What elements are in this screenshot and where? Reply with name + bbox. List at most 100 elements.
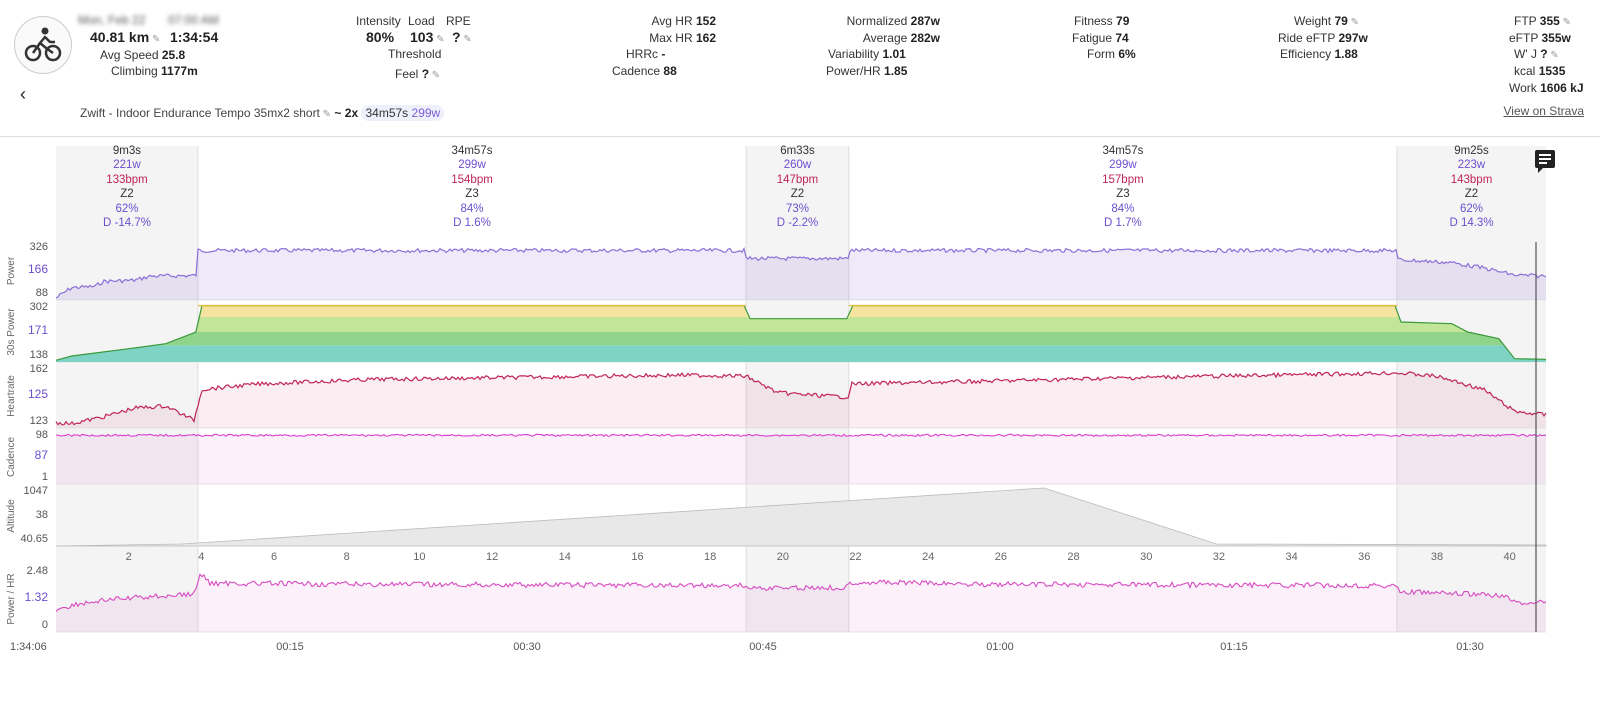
km-tick: 10 [413,551,425,563]
km-tick: 24 [922,551,934,563]
ftp-value[interactable]: FTP 355 ✎ [1514,14,1571,28]
km-tick: 6 [271,551,277,563]
interval-dur: 6m33s [780,145,815,157]
cycling-icon [14,16,72,74]
intensity-label: Intensity [356,14,401,28]
panel-label: Heartrate [6,375,17,417]
km-tick: 38 [1431,551,1443,563]
interval-d: D 1.7% [1104,217,1142,230]
back-button[interactable]: ‹ [20,84,26,104]
activity-chart[interactable]: Power 326 166 88 30s Power 302 171 138 Heartrate… [0,138,1600,701]
km-tick: 36 [1358,551,1370,563]
interval-pct: 84% [1111,202,1135,215]
panel-tick: 326 [30,241,48,253]
interval-column-bg [56,146,198,632]
hrrc: HRRc - [626,47,666,61]
time-tick: 01:15 [1220,641,1248,653]
average-power: Average 282w [862,31,940,45]
panel-tick: 1047 [24,485,48,497]
panel-label: Power / HR [6,573,17,624]
km-tick: 14 [559,551,571,563]
panel-label: Altitude [6,499,17,533]
avg-hr: Avg HR 152 [651,14,716,28]
km-tick: 26 [995,551,1007,563]
km-tick: 20 [777,551,789,563]
panel-tick: 98 [36,429,48,441]
interval-d: D 14.3% [1449,217,1494,230]
time-tick: 1:34:06 [10,641,47,653]
view-on-strava-link[interactable]: View on Strava [1503,104,1585,118]
interval-pct: 62% [115,202,139,215]
panel-tick: 171 [28,323,48,337]
interval-column-bg [197,146,747,632]
panel-tick: 138 [30,349,48,361]
series-area [56,371,1546,428]
interval-d: D -14.7% [103,217,151,230]
eftp: eFTP 355w [1509,31,1571,45]
rpe-value[interactable]: ? ✎ [452,29,472,45]
workout-name: Zwift - Indoor Endurance Tempo 35mx2 sho… [80,106,320,120]
panel-tick: 123 [30,415,48,427]
power-line [55,246,1547,299]
max-hr: Max HR 162 [649,31,716,45]
interval-w: 223w [1457,159,1486,172]
avg-speed: Avg Speed 25.8 [100,48,186,62]
panel-tick: 302 [30,301,48,313]
km-tick: 2 [126,551,132,563]
normalized-power: Normalized 287w [846,14,940,28]
time-tick: 00:15 [276,641,304,653]
interval-w: 299w [458,159,486,172]
panel-tick: 87 [35,448,49,462]
interval-bpm: 133bpm [106,173,148,186]
interval-z: Z2 [790,188,805,201]
activity-time: 07:00 AM [168,13,219,27]
panel-tick: 0 [42,619,48,631]
distance-value[interactable]: 40.81 km ✎ [90,29,161,45]
form: Form 6% [1087,47,1136,61]
km-tick: 12 [486,551,498,563]
km-tick: 18 [704,551,716,563]
panel-tick: 1.32 [25,590,49,604]
panel-tick: 2.48 [27,565,48,577]
interval-w: 299w [1109,159,1137,172]
interval-summary[interactable]: 34m57s 299w 157bpm Z3 84% D 1.7% [1063,144,1183,230]
interval-dur: 9m3s [112,145,142,157]
work: Work 1606 kJ [1509,81,1584,95]
comment-icon[interactable] [1535,150,1555,173]
30s-power-line [55,305,1547,361]
series-area [56,248,1546,300]
interval-pct: 84% [460,202,484,215]
panel-tick: 1 [42,471,48,483]
weight-value[interactable]: Weight 79 ✎ [1294,14,1360,28]
workout-title[interactable]: Zwift - Indoor Endurance Tempo 35mx2 sho… [80,105,445,121]
activity-date: Mon, Feb 22 [78,13,146,27]
time-tick: 00:30 [513,641,541,653]
interval-column-bg [1397,146,1546,632]
climbing: Climbing 1177m [111,64,198,78]
interval-summary[interactable]: 9m3s 221w 133bpm Z2 62% D -14.7% [67,144,187,230]
interval-w: 221w [113,159,141,172]
interval-bpm: 154bpm [451,173,493,186]
interval-z: Z2 [1464,188,1479,201]
panel-tick: 40.65 [20,533,48,545]
interval-z: Z3 [465,188,479,201]
load-label: Load [408,14,435,28]
interval-pct: 62% [1459,202,1484,215]
panel-label: Power [6,256,17,285]
interval-d: D 1.6% [453,217,491,230]
cadence-stat: Cadence 88 [612,64,677,78]
feel-value[interactable]: Feel ? ✎ [395,67,441,81]
panel-tick: 88 [36,287,48,299]
interval-d: D -2.2% [776,217,819,230]
w-prime[interactable]: W' J ? ✎ [1514,47,1559,61]
interval-z: Z3 [1116,188,1130,201]
interval-summary[interactable]: 34m57s 299w 154bpm Z3 84% D 1.6% [412,144,532,230]
heartrate-line [55,370,1547,426]
km-tick: 28 [1067,551,1079,563]
interval-summary[interactable]: 9m25s 223w 143bpm Z2 62% D 14.3% [1412,144,1532,230]
time-tick: 00:45 [749,641,777,653]
km-tick: 32 [1213,551,1225,563]
load-value[interactable]: 103 ✎ [410,29,445,45]
interval-summary[interactable]: 6m33s 260w 147bpm Z2 73% D -2.2% [737,144,857,230]
